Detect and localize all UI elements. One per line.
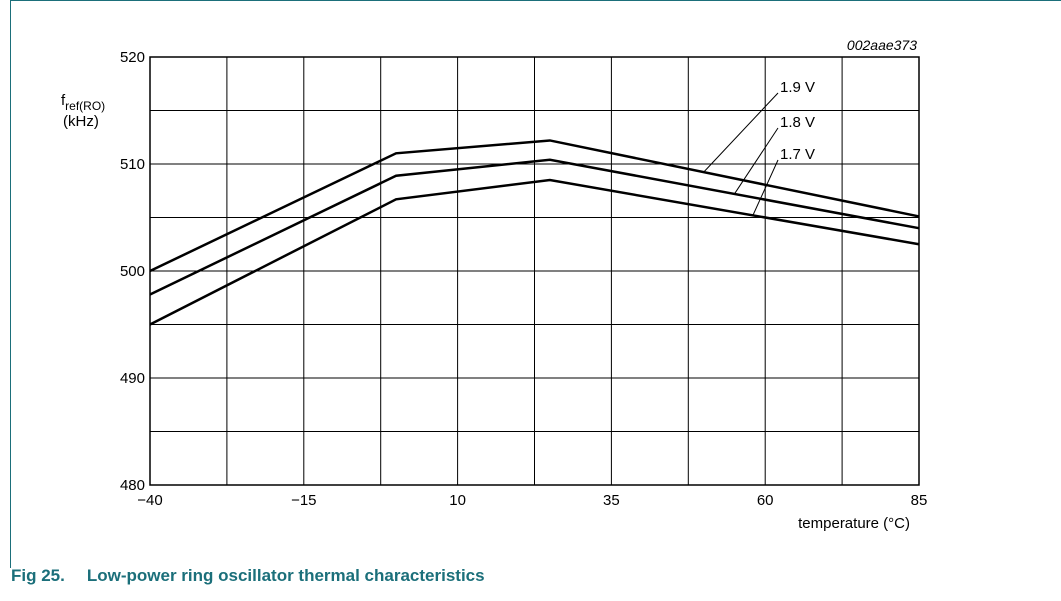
x-tick-label: −15: [291, 492, 316, 509]
x-tick-label: 10: [449, 492, 466, 509]
figure-frame-top: [10, 0, 1061, 4]
figure-code: 002aae373: [847, 37, 917, 53]
x-tick-label: 85: [911, 492, 928, 509]
y-axis-subscript: ref(RO): [65, 99, 105, 113]
x-axis-label: temperature (°C): [798, 515, 910, 532]
line-chart: 1.9 V 1.8 V 1.7 V −40 −15 10 35 60 85 480 490 500 5…: [61, 37, 927, 532]
series-line: [149, 178, 920, 326]
x-tick-label: 35: [603, 492, 620, 509]
series-label: 1.7 V: [780, 146, 815, 163]
series-labels: 1.9 V 1.8 V 1.7 V: [703, 79, 815, 216]
figure-title: Low-power ring oscillator thermal charac…: [86, 566, 485, 585]
series-leader-line: [703, 92, 779, 173]
y-axis-symbol: f: [61, 92, 66, 109]
y-tick-label: 490: [120, 370, 145, 387]
figure-frame-left: [10, 0, 11, 568]
x-tick-label: −40: [137, 492, 162, 509]
series-label: 1.9 V: [780, 79, 815, 96]
y-tick-label: 480: [120, 477, 145, 494]
series-label: 1.8 V: [780, 114, 815, 131]
figure-caption: Fig 25. Low-power ring oscillator thermal…: [11, 566, 485, 586]
grid: [149, 56, 920, 486]
y-axis-label: fref(RO): [61, 92, 105, 113]
series-leader-line: [734, 127, 779, 195]
series-line: [149, 139, 920, 273]
y-tick-label: 500: [120, 263, 145, 280]
x-tick-label: 60: [757, 492, 774, 509]
series-leader-line: [752, 159, 779, 216]
y-axis-unit: (kHz): [63, 113, 99, 130]
y-tick-label: 520: [120, 49, 145, 66]
y-tick-label: 510: [120, 156, 145, 173]
figure-number: Fig 25.: [11, 566, 65, 585]
tick-labels: −40 −15 10 35 60 85 480 490 500 510 520: [120, 49, 927, 509]
